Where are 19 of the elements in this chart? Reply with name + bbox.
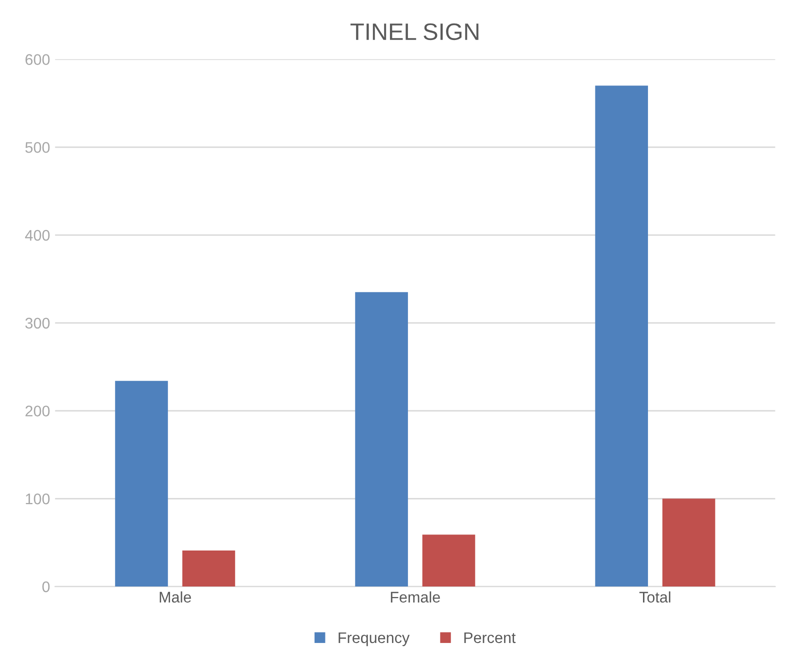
legend-label: Frequency: [338, 632, 410, 646]
y-tick-label: 0: [42, 581, 50, 592]
bar: [115, 380, 168, 587]
x-tick-label: Male: [160, 591, 191, 603]
x-tick-label: Female: [390, 591, 440, 603]
bar: [182, 550, 236, 587]
y-tick-label: 600: [26, 54, 50, 65]
chart-title: TINEL SIGN: [350, 23, 478, 40]
legend-label: Percent: [464, 632, 516, 644]
bar: [422, 534, 476, 587]
x-tick-label: Total: [639, 591, 670, 603]
bar: [595, 86, 648, 587]
y-tick-label: 400: [25, 230, 50, 241]
y-tick-label: 300: [25, 318, 50, 329]
bar: [662, 498, 716, 587]
y-tick-label: 200: [26, 406, 50, 416]
bar: [355, 292, 408, 587]
y-tick-label: 500: [25, 142, 50, 153]
y-tick-label: 100: [26, 494, 50, 504]
